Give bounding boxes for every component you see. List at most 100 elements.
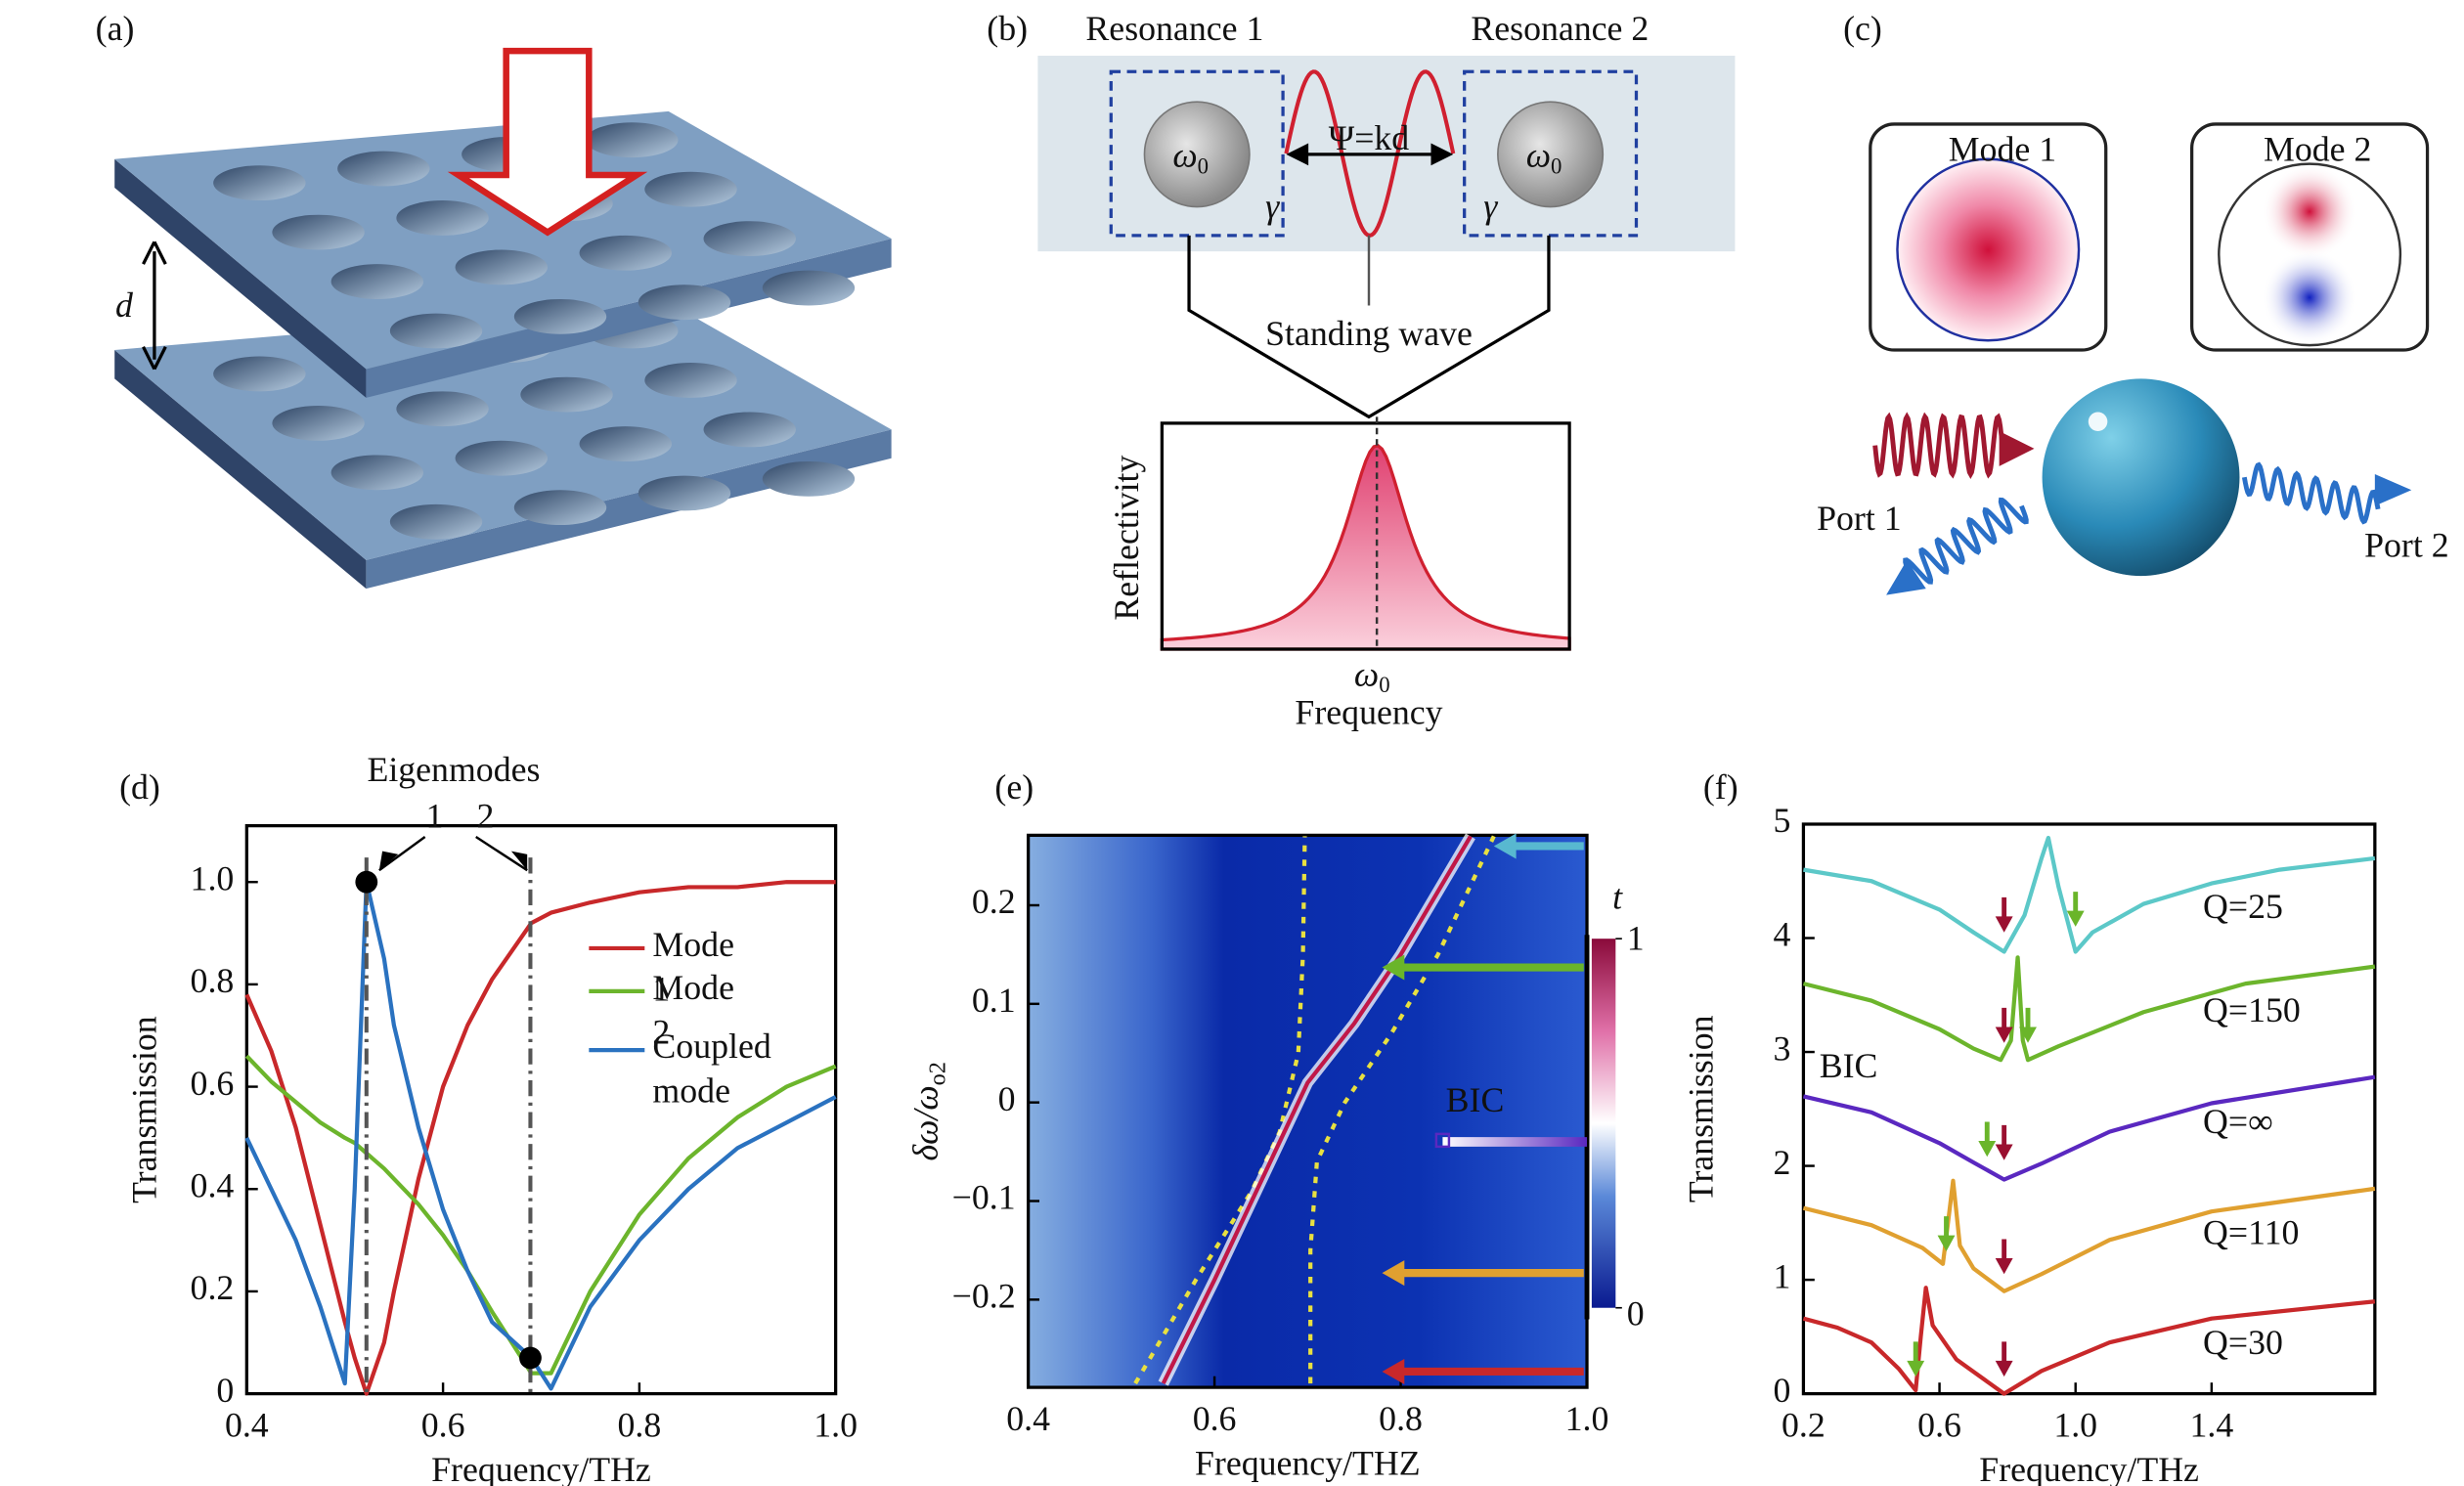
port-label: Port 2 [2364, 526, 2449, 565]
mode-label: Mode 1 [1949, 129, 2056, 168]
plot-frame [244, 823, 838, 1396]
y-tick-label: −0.1 [952, 1178, 1016, 1217]
y-axis-label: Transmission [1682, 1015, 1721, 1202]
marker-arrow [1995, 1007, 2013, 1043]
decay-label: γ [1265, 187, 1280, 226]
colorbar-label: t [1612, 877, 1623, 916]
y-tick-label: 0.2 [191, 1268, 235, 1307]
marker-arrow [1907, 1341, 1925, 1377]
x-axis-label: Frequency/THz [431, 1450, 651, 1486]
y-axis-label-sub: o2 [924, 1062, 950, 1085]
gap-arrowhead [142, 240, 167, 371]
arrowhead [2374, 473, 2412, 506]
legend-line: mode [652, 1071, 730, 1111]
hole [389, 313, 483, 349]
colorbar-tick-label: 1 [1627, 919, 1645, 958]
eigenmode-pointer [378, 836, 426, 872]
colorbar-tick-label: 0 [1627, 1294, 1645, 1333]
mode-lobe [2262, 249, 2357, 346]
y-tick-label: 0 [998, 1079, 1016, 1118]
phase-label: Ψ=kd [1329, 118, 1410, 157]
panel-label: (b) [987, 9, 1028, 48]
transmitted-wave [2241, 461, 2381, 525]
hole [644, 171, 737, 207]
resonator-box [1109, 69, 1285, 238]
marker-arrow [1978, 1121, 1997, 1158]
bic-line [1442, 1137, 1588, 1147]
x-axis-label: Frequency/THz [1979, 1450, 2199, 1486]
plate-side [366, 239, 892, 398]
highlight [2088, 412, 2108, 432]
eigenmode-label: 1 [425, 796, 443, 835]
omega-label: ω0 [1354, 654, 1390, 697]
hole [762, 270, 856, 306]
hole [513, 490, 607, 526]
hole [272, 214, 365, 250]
arrowhead [378, 851, 399, 871]
line [1161, 835, 1473, 1385]
legend-line: 2 [652, 1013, 670, 1052]
port-label: Port 1 [1817, 499, 1902, 538]
line [1802, 955, 2376, 1063]
marker-arrow [2019, 1007, 2037, 1043]
mode-lobe [2262, 163, 2357, 260]
panel-label: (a) [96, 9, 135, 48]
panel-label: (f) [1703, 767, 1738, 807]
y-axis-label-main: Transmission [125, 1016, 164, 1203]
y-tick-label: 2 [1773, 1143, 1790, 1182]
hole [213, 165, 306, 201]
heatmap [1028, 835, 1588, 1388]
omega-label: ω0 [1526, 136, 1562, 179]
panel-c: (c) Mode 1 Mode 2 Port 1 Port 2 [1817, 9, 2449, 595]
x-tick-label: 0.6 [421, 1406, 465, 1445]
line [244, 880, 836, 1396]
series-label: Q=25 [2203, 887, 2283, 926]
hole [396, 200, 489, 236]
eigenmode-point [519, 1346, 542, 1370]
y-tick-label: 4 [1773, 915, 1790, 954]
panel-label: (c) [1843, 9, 1882, 48]
hole [513, 298, 607, 334]
x-tick-label: 1.0 [814, 1406, 858, 1445]
hole [213, 356, 306, 392]
eigenmode-point [355, 870, 378, 894]
colorbar [1591, 939, 1616, 1308]
axis-label: Frequency [1295, 693, 1442, 732]
mode-profile [1896, 157, 2081, 342]
axis-label: Reflectivity [1107, 455, 1146, 620]
bic-marker [1434, 1132, 1451, 1149]
x-tick-label: 0.6 [1193, 1399, 1237, 1438]
plot-frame [1160, 421, 1571, 651]
arrowhead [1999, 431, 2035, 466]
y-axis-label-main: δω/ω [906, 1085, 946, 1160]
legend-label: Coupled mode [652, 1027, 779, 1111]
series-label: Q=150 [2203, 990, 2301, 1029]
arrowhead [1382, 1260, 1405, 1287]
hole [337, 151, 430, 187]
series-label: Q=30 [2203, 1323, 2283, 1362]
resonance-label: Resonance 2 [1471, 9, 1649, 48]
hole [272, 405, 365, 441]
resonator [1143, 101, 1251, 208]
legend-line: Coupled [652, 1027, 779, 1066]
hole [579, 426, 672, 461]
hole [762, 460, 856, 497]
y-tick-label: −0.2 [952, 1277, 1016, 1316]
y-tick-label: 3 [1773, 1028, 1790, 1068]
line [244, 1054, 837, 1376]
hole [638, 475, 731, 511]
standing-wave-label: Standing wave [1265, 314, 1473, 353]
line [1308, 835, 1496, 1384]
legend-label: Mode 1 [652, 925, 742, 1009]
panel-label: (d) [119, 767, 160, 807]
hole [638, 284, 731, 321]
x-tick-label: 0.8 [1379, 1399, 1423, 1438]
bic-label: BIC [1446, 1080, 1505, 1119]
x-tick-label: 0.4 [1006, 1399, 1050, 1438]
hole [579, 235, 672, 271]
series-label: Q=110 [2203, 1213, 2299, 1252]
y-tick-label: 1 [1773, 1256, 1790, 1295]
y-tick-label: 0.4 [191, 1165, 235, 1204]
marker-arrow [1995, 1124, 2013, 1160]
